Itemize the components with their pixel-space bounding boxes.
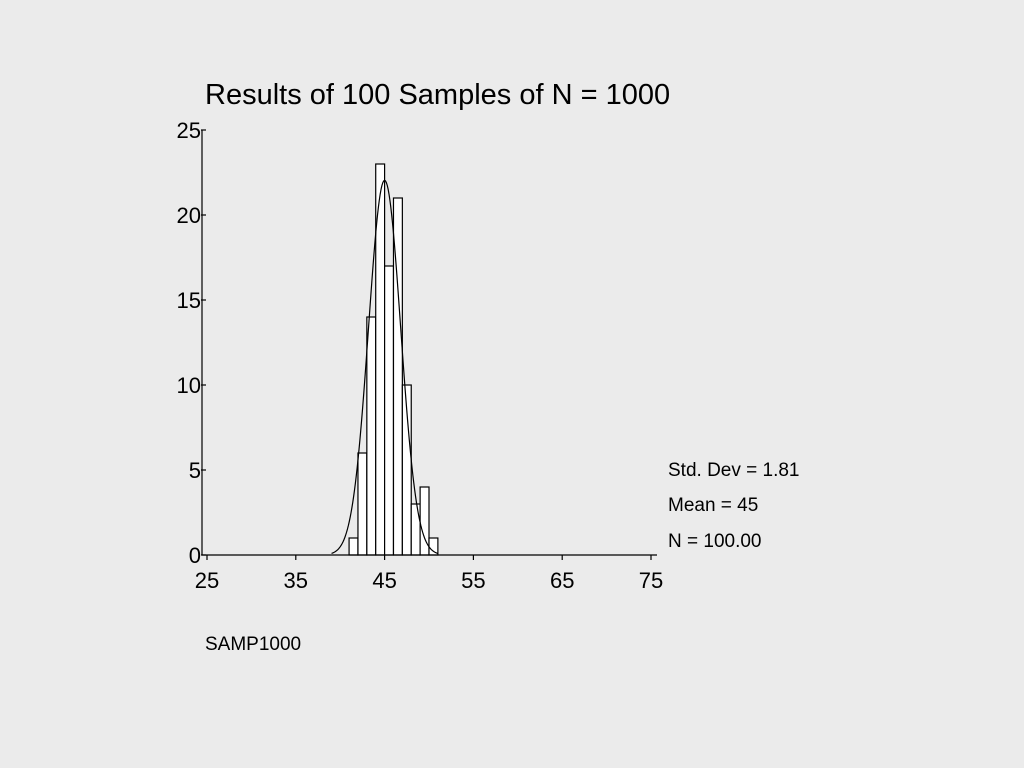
y-tick-label-0: 0 [189,543,201,568]
mean-label: Mean = 45 [668,495,758,516]
histogram-bar-1 [357,452,368,556]
x-tick-label-2: 45 [372,568,396,593]
normal-curve-layer [331,179,438,554]
y-tick-label-1: 5 [189,458,201,483]
x-tick-label-3: 55 [461,568,485,593]
x-tick-label-0: 25 [195,568,219,593]
statistics-legend: Std. Dev = 1.81 Mean = 45 N = 100.00 [668,460,800,552]
chart-axes [201,129,657,560]
n-label: N = 100.00 [668,531,762,552]
histogram-bar-7 [410,503,421,556]
y-tick-label-3: 15 [177,288,201,313]
histogram-bars [348,163,439,556]
y-tick-labels: 0 5 10 15 20 25 [177,118,201,568]
chart-title: Results of 100 Samples of N = 1000 [205,79,670,111]
x-tick-label-5: 75 [639,568,663,593]
histogram-bar-4 [384,265,395,556]
std-dev-label: Std. Dev = 1.81 [668,460,800,481]
x-tick-label-1: 35 [284,568,308,593]
x-tick-label-4: 65 [550,568,574,593]
normal-curve [331,179,438,554]
y-tick-label-2: 10 [177,373,201,398]
histogram-bar-0 [348,537,359,556]
y-tick-label-4: 20 [177,203,201,228]
y-tick-label-5: 25 [177,118,201,143]
x-tick-labels: 25 35 45 55 65 75 [195,568,663,593]
histogram-bar-2 [366,316,377,556]
x-axis-label: SAMP1000 [205,634,301,655]
